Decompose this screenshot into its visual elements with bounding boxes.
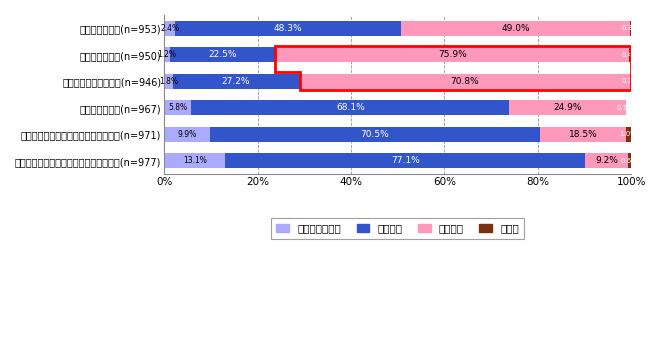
Bar	[191, 100, 510, 115]
Text: 22.5%: 22.5%	[208, 50, 237, 59]
Text: 0.4%: 0.4%	[621, 52, 639, 58]
Bar	[629, 154, 631, 168]
Text: 68.1%: 68.1%	[336, 103, 365, 112]
Bar	[401, 21, 630, 36]
Bar	[164, 154, 225, 168]
Bar	[510, 100, 626, 115]
Text: 5.8%: 5.8%	[168, 103, 187, 112]
Text: 1.0%: 1.0%	[619, 131, 637, 137]
Bar	[275, 47, 629, 62]
Bar	[225, 154, 586, 168]
Text: 2.4%: 2.4%	[160, 24, 179, 33]
Text: 0.3%: 0.3%	[621, 25, 639, 31]
Text: 18.5%: 18.5%	[568, 130, 598, 139]
Bar	[626, 127, 631, 142]
Bar	[175, 21, 401, 36]
Legend: 大いに効果あり, 効果あり, 効果なし, 逆効果: 大いに効果あり, 効果あり, 効果なし, 逆効果	[271, 218, 524, 239]
Text: 27.2%: 27.2%	[222, 77, 251, 86]
Bar	[539, 127, 626, 142]
Bar	[299, 74, 631, 89]
Bar	[629, 47, 631, 62]
Bar	[164, 21, 175, 36]
Text: 77.1%: 77.1%	[391, 156, 420, 165]
Bar	[164, 100, 191, 115]
Text: 75.9%: 75.9%	[438, 50, 467, 59]
Text: 0.1%: 0.1%	[617, 105, 635, 111]
Text: 0.6%: 0.6%	[621, 158, 639, 164]
Text: 24.9%: 24.9%	[553, 103, 582, 112]
Text: 70.5%: 70.5%	[361, 130, 389, 139]
Text: 9.9%: 9.9%	[178, 130, 197, 139]
Text: 70.8%: 70.8%	[451, 77, 479, 86]
Bar	[164, 127, 210, 142]
Text: 1.8%: 1.8%	[159, 77, 178, 86]
Text: 1.2%: 1.2%	[157, 50, 176, 59]
Text: 0.2%: 0.2%	[622, 78, 640, 84]
Bar	[210, 127, 539, 142]
Bar	[164, 74, 173, 89]
Text: 48.3%: 48.3%	[274, 24, 303, 33]
Bar	[173, 74, 299, 89]
Bar	[164, 47, 170, 62]
Text: 49.0%: 49.0%	[501, 24, 529, 33]
Bar	[630, 21, 631, 36]
Text: 9.2%: 9.2%	[596, 156, 619, 165]
Bar	[170, 47, 275, 62]
Bar	[586, 154, 629, 168]
Text: 13.1%: 13.1%	[183, 156, 207, 165]
